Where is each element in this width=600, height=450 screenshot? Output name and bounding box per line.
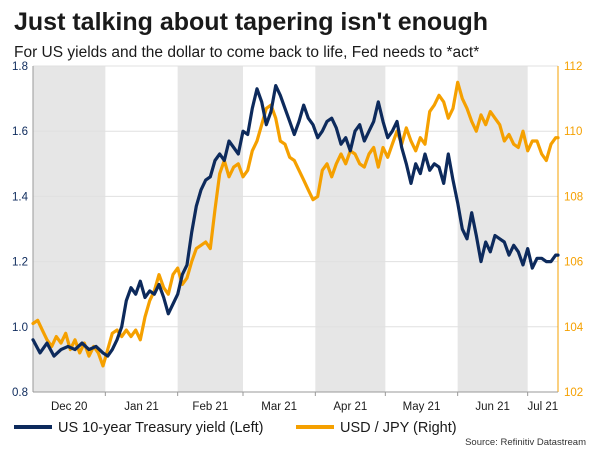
x-tick-label: Feb 21: [192, 401, 228, 413]
chart-title: Just talking about tapering isn't enough: [14, 8, 488, 36]
right-tick-label: 112: [564, 61, 582, 73]
left-tick-label: 0.8: [12, 387, 28, 399]
x-tick-label: Apr 21: [333, 401, 367, 413]
right-tick-label: 110: [564, 126, 582, 138]
x-tick-label: Dec 20: [51, 401, 87, 413]
legend: US 10-year Treasury yield (Left) USD / J…: [14, 420, 457, 436]
x-tick-label: Jan 21: [124, 401, 159, 413]
right-tick-label: 102: [564, 387, 583, 399]
series-line-us10y: [31, 83, 560, 358]
right-tick-label: 104: [564, 322, 584, 334]
series-lines: [31, 80, 560, 368]
source-note: Source: Refinitiv Datastream: [465, 437, 586, 448]
left-axis-ticks: 0.8 1.0 1.2 1.4 1.6 1.8: [12, 61, 29, 399]
legend-label-yield: US 10-year Treasury yield (Left): [58, 420, 264, 436]
legend-label-usdjpy: USD / JPY (Right): [340, 420, 457, 436]
shaded-band-1: [177, 66, 243, 392]
x-tick-label: Jun 21: [475, 401, 510, 413]
right-axis-ticks: 102 104 106 108 110 112: [564, 61, 584, 399]
right-tick-label: 106: [564, 257, 583, 269]
x-axis-ticks: Dec 20 Jan 21 Feb 21 Mar 21 Apr 21 May 21 Jun …: [51, 392, 558, 413]
left-tick-label: 1.0: [12, 322, 28, 334]
chart-subtitle: For US yields and the dollar to come bac…: [14, 44, 479, 61]
x-tick-label: Jul 21: [527, 401, 558, 413]
left-tick-label: 1.4: [12, 191, 29, 203]
left-tick-label: 1.2: [12, 257, 28, 269]
axes: [32, 66, 559, 393]
x-tick-label: May 21: [403, 401, 441, 413]
series-line-usdjpy: [31, 80, 560, 368]
shaded-bands: [33, 66, 528, 392]
right-tick-label: 108: [564, 191, 583, 203]
x-tick-label: Mar 21: [261, 401, 297, 413]
left-tick-label: 1.6: [12, 126, 28, 138]
left-tick-label: 1.8: [12, 61, 28, 73]
